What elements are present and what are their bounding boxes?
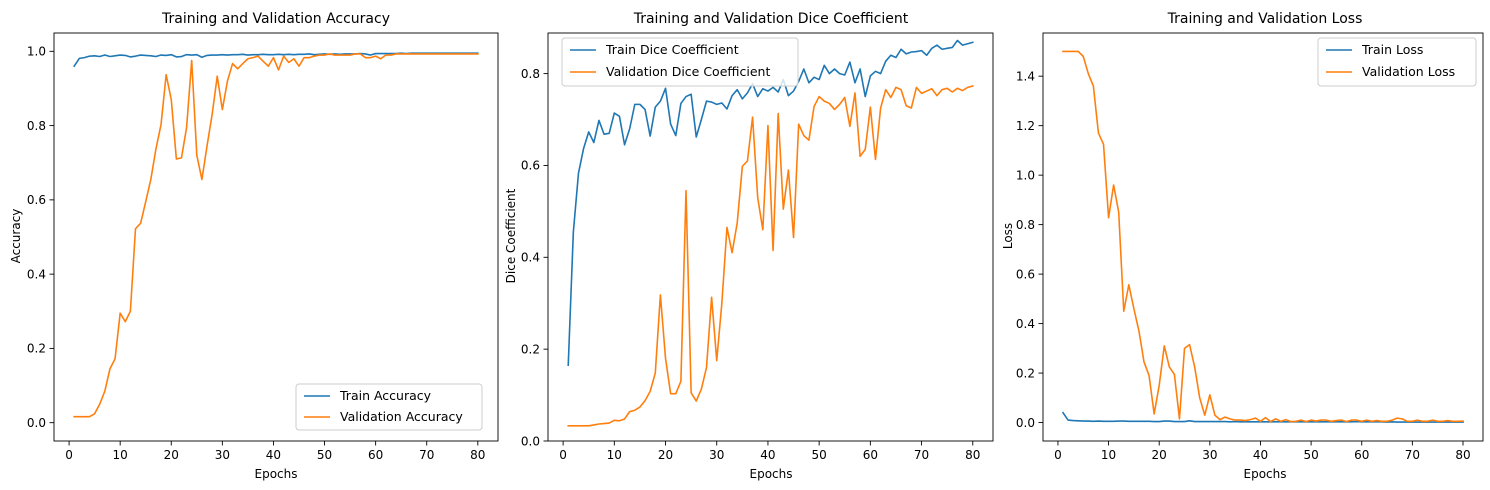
- loss-x-tick-label: 70: [1405, 448, 1420, 462]
- loss-x-tick-label: 50: [1303, 448, 1318, 462]
- accuracy-chart: Training and Validation Accuracy 0 10 20 30…: [9, 11, 499, 481]
- accuracy-y-tick-label: 1.0: [27, 45, 46, 59]
- loss-series-validation-line: [1062, 50, 1464, 423]
- accuracy-series-validation-line: [73, 53, 479, 418]
- loss-y-tick-label: 0.4: [1016, 317, 1035, 331]
- loss-y-axis-label: Loss: [1001, 223, 1015, 249]
- accuracy-chart-title: Training and Validation Accuracy: [161, 11, 390, 27]
- loss-series-train-line: [1061, 411, 1464, 423]
- loss-x-tick-label: 10: [1101, 448, 1116, 462]
- accuracy-y-tick-label: 0.6: [27, 193, 46, 207]
- dice-legend-label-validation: Validation Dice Coefficient: [606, 64, 770, 79]
- dice-axes-frame: [547, 32, 994, 442]
- loss-y-tick-label: 0.6: [1016, 267, 1035, 281]
- loss-y-tick-label: 0.2: [1016, 366, 1035, 380]
- dice-x-tick-label: 40: [760, 448, 775, 462]
- accuracy-legend-box: [295, 383, 483, 431]
- dice-x-tick-label: 50: [812, 448, 827, 462]
- accuracy-legend-label-validation: Validation Accuracy: [340, 409, 463, 424]
- loss-x-tick-label: 30: [1202, 448, 1217, 462]
- dice-y-tick-label: 0.6: [521, 159, 540, 173]
- accuracy-x-tick-label: 40: [266, 448, 281, 462]
- loss-legend-box: [1317, 37, 1477, 87]
- dice-legend: Train Dice Coefficient Validation Dice C…: [561, 37, 799, 87]
- loss-plot: 0 10 20 30 40 50 60 70 80 0.0 0.2 0.4 0.6 0.8 1.0 1.2 1.…: [1016, 32, 1484, 462]
- dice-x-axis-label: Epochs: [750, 467, 793, 481]
- accuracy-plot: 0 10 20 30 40 50 60 70 80 0.0 0.2 0.4 0.6 0.8 1.0: [27, 32, 499, 462]
- loss-legend-label-train: Train Loss: [1361, 42, 1423, 57]
- accuracy-x-tick-label: 70: [419, 448, 434, 462]
- dice-plot: 0 10 20 30 40 50 60 70 80 0.0 0.2 0.4 0.6 0.8: [521, 32, 994, 462]
- accuracy-x-tick-label: 0: [65, 448, 73, 462]
- accuracy-axes-frame: [53, 32, 499, 442]
- dice-x-tick-label: 30: [709, 448, 724, 462]
- dice-series-validation-line: [567, 85, 974, 427]
- accuracy-x-tick-label: 80: [470, 448, 485, 462]
- dice-x-tick-label: 70: [914, 448, 929, 462]
- loss-y-tick-label: 1.0: [1016, 168, 1035, 182]
- dice-series-train-line: [567, 39, 974, 367]
- accuracy-y-tick-label: 0.0: [27, 416, 46, 430]
- dice-x-tick-label: 80: [965, 448, 980, 462]
- loss-y-tick-label: 0.8: [1016, 218, 1035, 232]
- dice-x-tick-label: 60: [863, 448, 878, 462]
- dice-y-axis-label: Dice Coefficient: [504, 188, 518, 283]
- accuracy-legend-label-train: Train Accuracy: [339, 388, 432, 403]
- loss-x-tick-label: 60: [1354, 448, 1369, 462]
- accuracy-x-tick-label: 30: [215, 448, 230, 462]
- accuracy-y-axis-label: Accuracy: [9, 209, 23, 264]
- accuracy-x-axis-label: Epochs: [255, 467, 298, 481]
- dice-legend-box: [561, 37, 799, 87]
- loss-x-tick-label: 0: [1054, 448, 1062, 462]
- loss-axes-frame: [1042, 32, 1484, 442]
- dice-chart: Training and Validation Dice Coefficient…: [504, 11, 994, 481]
- loss-legend-label-validation: Validation Loss: [1362, 64, 1455, 79]
- loss-chart-title: Training and Validation Loss: [1167, 11, 1363, 27]
- dice-y-tick-label: 0.2: [521, 342, 540, 356]
- loss-y-tick-label: 1.2: [1016, 119, 1035, 133]
- dice-y-tick-label: 0.8: [521, 67, 540, 81]
- loss-y-tick-label: 1.4: [1016, 69, 1035, 83]
- dice-x-tick-label: 0: [559, 448, 567, 462]
- accuracy-y-tick-label: 0.4: [27, 267, 46, 281]
- accuracy-x-tick-label: 20: [164, 448, 179, 462]
- dice-x-tick-label: 20: [658, 448, 673, 462]
- loss-x-tick-label: 20: [1152, 448, 1167, 462]
- loss-x-tick-label: 40: [1253, 448, 1268, 462]
- dice-chart-title: Training and Validation Dice Coefficient: [633, 11, 909, 27]
- dice-y-tick-label: 0.0: [521, 434, 540, 448]
- accuracy-x-tick-label: 10: [113, 448, 128, 462]
- loss-y-tick-label: 0.0: [1016, 416, 1035, 430]
- accuracy-legend: Train Accuracy Validation Accuracy: [295, 383, 483, 431]
- dice-x-tick-label: 10: [607, 448, 622, 462]
- loss-chart: Training and Validation Loss 0 10 20 30 40 50…: [1001, 11, 1484, 481]
- loss-legend: Train Loss Validation Loss: [1317, 37, 1477, 87]
- accuracy-y-tick-label: 0.8: [27, 119, 46, 133]
- accuracy-y-tick-label: 0.2: [27, 342, 46, 356]
- loss-x-tick-label: 80: [1455, 448, 1470, 462]
- loss-x-axis-label: Epochs: [1244, 467, 1287, 481]
- accuracy-x-tick-label: 60: [368, 448, 383, 462]
- dice-legend-label-train: Train Dice Coefficient: [605, 42, 739, 57]
- accuracy-x-tick-label: 50: [317, 448, 332, 462]
- dice-y-tick-label: 0.4: [521, 251, 540, 265]
